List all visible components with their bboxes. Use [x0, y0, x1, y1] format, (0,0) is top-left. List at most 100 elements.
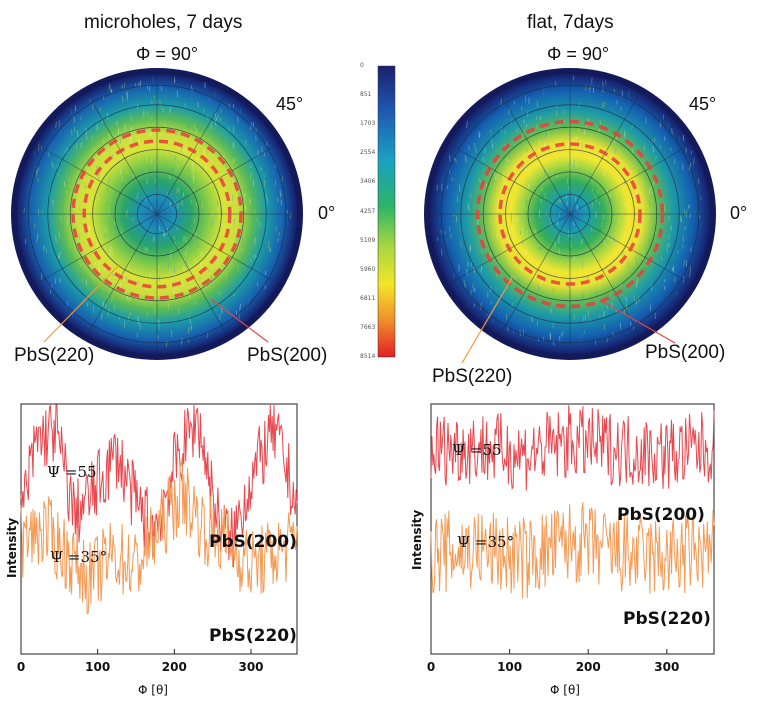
pole-speckle: [527, 195, 529, 200]
pole-speckle: [629, 322, 632, 326]
pole-speckle: [463, 167, 466, 172]
psi55-label-left: Ψ =55: [47, 463, 97, 481]
pole-speckle: [520, 267, 522, 272]
pole-speckle: [631, 125, 633, 129]
pole-speckle: [74, 105, 76, 112]
pole-speckle: [557, 199, 560, 204]
pole-speckle: [66, 218, 69, 225]
pole-speckle: [169, 106, 171, 114]
pole-speckle: [616, 100, 618, 105]
pole-speckle: [617, 257, 620, 261]
pole-speckle: [125, 127, 127, 134]
pole-speckle: [149, 170, 151, 178]
series-label-pbs200-right: PbS(200): [617, 505, 705, 525]
pole-speckle: [523, 202, 525, 210]
pole-speckle: [644, 266, 647, 273]
pole-speckle: [623, 174, 625, 182]
pole-speckle: [194, 232, 197, 236]
pole-speckle: [275, 226, 277, 232]
pole-speckle: [225, 271, 228, 279]
pole-speckle: [99, 107, 101, 112]
pole-speckle: [58, 250, 60, 257]
pole-speckle: [507, 234, 509, 241]
pole-speckle: [573, 221, 575, 226]
pole-speckle: [180, 278, 183, 286]
pole-speckle: [441, 176, 443, 183]
pole-speckle: [473, 279, 475, 284]
pole-speckle: [211, 219, 214, 226]
pole-speckle: [102, 95, 105, 100]
pole-speckle: [57, 173, 60, 177]
pole-speckle: [222, 135, 225, 142]
pole-speckle: [55, 235, 57, 242]
pole-speckle: [196, 142, 199, 148]
pole-speckle: [603, 324, 606, 331]
pole-speckle: [467, 136, 470, 141]
pole-speckle: [215, 129, 218, 135]
line-plot-right: 0 100 200 300: [427, 403, 715, 674]
psi55-label-right: Ψ =55: [452, 441, 502, 459]
pole-speckle: [166, 191, 168, 198]
pole-speckle: [572, 75, 575, 81]
pole-speckle: [647, 282, 650, 286]
pole-speckle: [684, 226, 687, 231]
pole-speckle: [228, 263, 230, 268]
pbs200-label-left: PbS(200): [247, 345, 328, 366]
pole-speckle: [465, 157, 467, 163]
pbs220-label-right: PbS(220): [432, 366, 513, 387]
series-line-PbS(200): [430, 405, 715, 491]
pole-speckle: [540, 280, 542, 286]
pole-speckle: [677, 253, 680, 260]
colorbar-tick-label: 3406: [360, 178, 376, 186]
pole-speckle: [197, 244, 199, 248]
pole-speckle: [249, 196, 251, 201]
pole-speckle: [619, 184, 621, 190]
x-tick-label: 0: [427, 660, 435, 674]
pole-speckle: [663, 285, 666, 290]
pole-speckle: [23, 207, 25, 213]
angle-45-label-left: 45°: [276, 94, 304, 114]
pole-speckle: [566, 178, 569, 184]
pole-figure-left: [11, 68, 303, 360]
phi-90-label-left: Φ = 90°: [136, 44, 199, 64]
pole-speckle: [178, 154, 181, 160]
pole-speckle: [645, 146, 648, 153]
pole-speckle: [595, 115, 597, 121]
pole-speckle: [256, 218, 259, 224]
pole-speckle: [232, 180, 235, 186]
pole-speckle: [574, 196, 577, 202]
pole-speckle: [114, 221, 116, 226]
pole-speckle: [566, 201, 568, 207]
pole-speckle: [480, 302, 482, 310]
pole-speckle: [79, 259, 81, 266]
colorbar-scale: [377, 65, 396, 358]
pole-speckle: [190, 325, 193, 330]
pole-speckle: [263, 173, 265, 178]
pole-speckle: [693, 158, 695, 165]
pole-speckle: [108, 83, 111, 90]
angle-0-label-left: 0°: [318, 203, 336, 223]
pole-speckle: [535, 115, 538, 120]
pole-speckle: [196, 156, 199, 161]
pole-speckle: [209, 182, 212, 188]
pole-speckle: [76, 130, 79, 138]
pole-speckle: [215, 116, 218, 121]
pole-speckle: [526, 230, 529, 238]
pole-speckle: [567, 185, 570, 191]
pole-speckle: [218, 212, 221, 218]
pole-speckle: [173, 288, 176, 295]
pole-speckle: [102, 301, 105, 308]
pole-speckle: [676, 162, 679, 169]
pole-speckle: [500, 131, 502, 136]
pole-speckle: [216, 252, 219, 260]
pole-speckle: [203, 81, 205, 89]
pole-speckle: [88, 232, 91, 238]
pole-speckle: [625, 296, 627, 302]
pbs200-label-right: PbS(200): [645, 342, 726, 363]
pole-speckle: [233, 293, 235, 297]
pole-speckle: [190, 96, 193, 101]
pole-speckle: [537, 191, 539, 195]
pole-speckle: [280, 199, 283, 206]
pole-speckle: [560, 332, 563, 338]
pole-speckle: [593, 158, 595, 165]
